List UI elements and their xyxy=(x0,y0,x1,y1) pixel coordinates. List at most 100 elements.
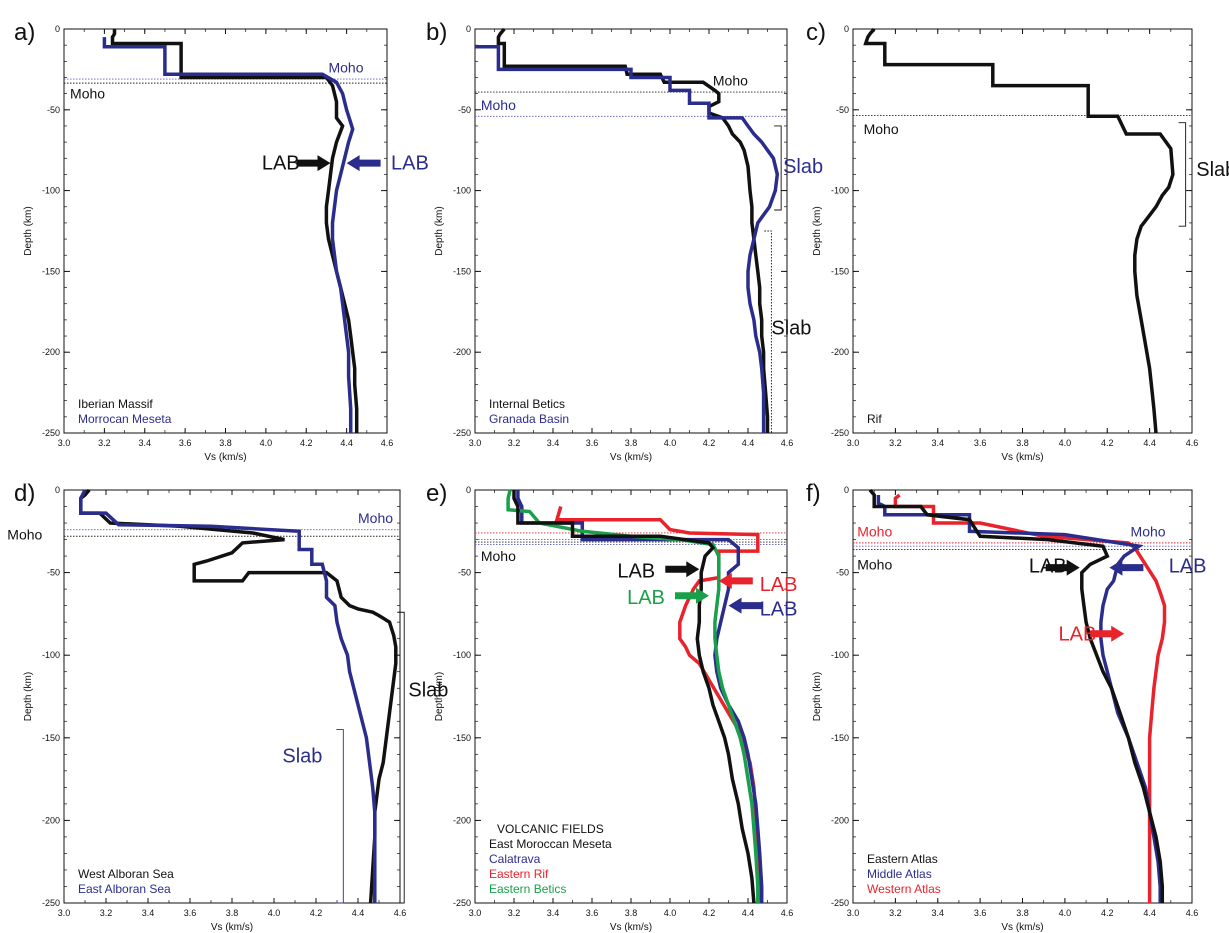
y-tick-label: -50 xyxy=(836,568,849,578)
y-tick-label: -150 xyxy=(42,266,60,276)
lab-label: LAB xyxy=(760,599,798,621)
x-tick-label: 4.4 xyxy=(340,438,353,448)
y-tick-label: -100 xyxy=(42,650,60,660)
x-tick-label: 3.0 xyxy=(469,438,482,448)
x-tick-label: 4.0 xyxy=(1059,438,1072,448)
legend-item: Middle Atlas xyxy=(867,867,932,881)
x-tick-label: 3.4 xyxy=(931,438,944,448)
x-tick-label: 3.6 xyxy=(179,438,192,448)
moho-label: Moho xyxy=(857,556,892,572)
y-axis-title: Depth (km) xyxy=(812,672,823,721)
x-tick-label: 3.4 xyxy=(931,908,944,918)
lab-arrow xyxy=(1109,559,1144,576)
x-tick-label: 3.2 xyxy=(508,908,521,918)
x-tick-label: 3.4 xyxy=(142,908,155,918)
x-tick-label: 3.4 xyxy=(547,908,560,918)
y-tick-label: -200 xyxy=(831,347,849,357)
x-tick-label: 4.6 xyxy=(381,438,394,448)
lab-label: LAB xyxy=(617,561,655,583)
x-axis-title: Vs (km/s) xyxy=(610,922,652,933)
y-tick-label: -150 xyxy=(42,733,60,743)
y-tick-label: 0 xyxy=(466,24,471,34)
panel-letter: f) xyxy=(806,480,821,507)
legend-item: Western Atlas xyxy=(867,882,941,896)
lab-label: LAB xyxy=(262,153,300,175)
legend-item: Eastern Rif xyxy=(489,867,549,881)
x-axis-title: Vs (km/s) xyxy=(204,452,246,463)
x-tick-label: 3.2 xyxy=(100,908,113,918)
legend-item: Granada Basin xyxy=(489,412,569,426)
y-tick-label: -250 xyxy=(453,898,471,908)
panel-a: a) 3.0 3.2 3.4 3.6 3.8 4.0 4.2 4.4 4.6 0 -50 -100 -15… xyxy=(14,19,429,463)
slab-bracket xyxy=(764,230,772,433)
panel-letter: b) xyxy=(426,19,447,46)
x-axis-title: Vs (km/s) xyxy=(1001,922,1043,933)
moho-label: Moho xyxy=(481,97,516,113)
x-tick-label: 4.2 xyxy=(1101,438,1114,448)
lab-arrow xyxy=(728,597,763,614)
series-line-black xyxy=(512,490,756,904)
x-tick-label: 3.2 xyxy=(889,438,902,448)
series-line-green xyxy=(506,489,760,903)
x-tick-label: 3.0 xyxy=(58,908,71,918)
x-tick-label: 3.0 xyxy=(847,908,860,918)
y-tick-label: -200 xyxy=(831,815,849,825)
series-line-red xyxy=(893,493,1167,903)
series-line-blue xyxy=(516,490,764,903)
panel-f: f) 3.0 3.2 3.4 3.6 3.8 4.0 4.2 4.4 4.6 0 -50 -100 -15… xyxy=(806,480,1207,933)
legend-item: West Alboran Sea xyxy=(78,867,174,881)
y-tick-label: -200 xyxy=(453,815,471,825)
plot-frame xyxy=(474,28,788,434)
x-tick-label: 4.6 xyxy=(781,908,794,918)
slab-label: Slab xyxy=(783,156,823,178)
x-tick-label: 4.0 xyxy=(664,908,677,918)
lab-arrow xyxy=(1045,559,1080,576)
panel-b: b) 3.0 3.2 3.4 3.6 3.8 4.0 4.2 4.4 4.6 0 -50 -100 -15… xyxy=(426,19,823,463)
x-tick-label: 3.6 xyxy=(586,438,599,448)
lab-arrow xyxy=(296,155,331,172)
x-tick-label: 3.6 xyxy=(974,908,987,918)
x-tick-label: 3.6 xyxy=(184,908,197,918)
x-tick-label: 3.6 xyxy=(586,908,599,918)
x-tick-label: 4.4 xyxy=(742,908,755,918)
legend-item: Internal Betics xyxy=(489,397,565,411)
y-tick-label: -150 xyxy=(453,733,471,743)
series-line-blue xyxy=(876,495,1162,903)
x-tick-label: 3.4 xyxy=(547,438,560,448)
x-tick-label: 4.6 xyxy=(781,438,794,448)
x-axis-title: Vs (km/s) xyxy=(1001,452,1043,463)
moho-label: Moho xyxy=(7,527,42,543)
y-tick-label: -100 xyxy=(831,186,849,196)
lab-label: LAB xyxy=(627,587,665,609)
x-tick-label: 3.8 xyxy=(625,438,638,448)
legend-item: Eastern Betics xyxy=(489,882,566,896)
moho-label: Moho xyxy=(864,121,899,137)
y-axis-title: Depth (km) xyxy=(434,206,445,255)
moho-label: Moho xyxy=(857,523,892,539)
x-tick-label: 3.0 xyxy=(58,438,71,448)
y-tick-label: -150 xyxy=(831,266,849,276)
x-tick-label: 4.0 xyxy=(260,438,273,448)
x-tick-label: 4.2 xyxy=(703,438,716,448)
series-line-black xyxy=(863,27,1175,434)
slab-label: Slab xyxy=(1196,159,1229,181)
legend-item: East Moroccan Meseta xyxy=(489,837,612,851)
x-tick-label: 4.4 xyxy=(742,438,755,448)
lab-label: LAB xyxy=(1029,556,1067,578)
y-tick-label: -150 xyxy=(831,733,849,743)
x-tick-label: 4.4 xyxy=(1143,908,1156,918)
x-tick-label: 3.2 xyxy=(889,908,902,918)
panel-letter: e) xyxy=(426,480,447,507)
lab-label: LAB xyxy=(760,574,798,596)
lab-arrow xyxy=(665,561,700,578)
series-line-black xyxy=(868,488,1165,903)
x-tick-label: 4.2 xyxy=(300,438,313,448)
panel-e: e) 3.0 3.2 3.4 3.6 3.8 4.0 4.2 4.4 4.6 0 -50 -100 -15… xyxy=(426,480,798,933)
y-tick-label: -50 xyxy=(47,568,60,578)
lab-label: LAB xyxy=(1169,556,1207,578)
x-tick-label: 4.4 xyxy=(352,908,365,918)
y-tick-label: -100 xyxy=(42,186,60,196)
x-tick-label: 4.0 xyxy=(268,908,281,918)
series-line-black xyxy=(79,488,398,904)
